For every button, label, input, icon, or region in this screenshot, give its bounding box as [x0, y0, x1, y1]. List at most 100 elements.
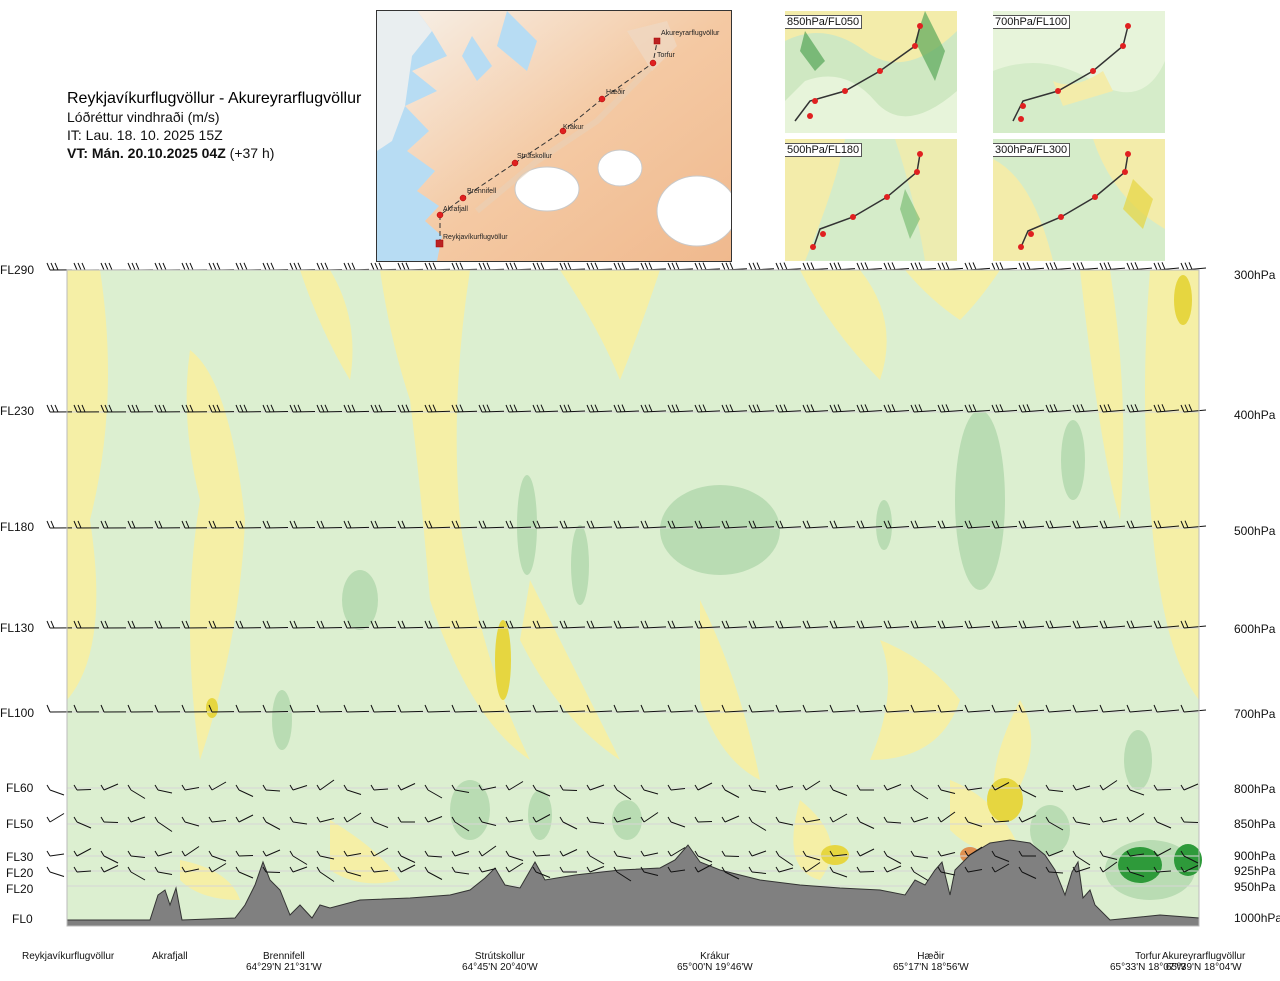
- wind-barb-segment: [1018, 262, 1023, 271]
- wind-barb-segment: [481, 821, 497, 826]
- wind-barb-segment: [212, 520, 217, 529]
- wind-barb-segment: [802, 620, 807, 629]
- wind-barb-segment: [208, 866, 213, 873]
- wind-barb-segment: [1184, 620, 1189, 628]
- wind-barb-segment: [1126, 520, 1131, 529]
- wind-barb-segment: [131, 520, 136, 529]
- wind-barb-segment: [347, 404, 352, 413]
- wind-barb-segment: [667, 620, 672, 629]
- wind-barb-segment: [1021, 709, 1045, 713]
- map-label-akureyri: Akureyrarflugvöllur: [661, 30, 720, 37]
- wind-barb-segment: [212, 262, 217, 271]
- wind-barb-segment: [77, 262, 82, 271]
- thumbnail-500hpa[interactable]: 500hPa/FL180: [785, 139, 957, 261]
- wind-barb-segment: [1130, 262, 1135, 270]
- wind-barb-segment: [130, 871, 146, 881]
- level-right-300: 300hPa: [1234, 268, 1276, 282]
- wind-barb-segment: [883, 850, 888, 857]
- wind-barb-segment: [46, 866, 51, 873]
- wind-barb-segment: [779, 404, 784, 412]
- wind-barb-segment: [455, 262, 460, 271]
- wind-barb-segment: [1099, 620, 1104, 629]
- route-map[interactable]: Akureyrarflugvöllur Torfur Hæðir Krákur …: [376, 10, 732, 262]
- thumbnail-700hpa[interactable]: 700hPa/FL100: [993, 11, 1165, 133]
- wind-barb-segment: [964, 816, 969, 823]
- wind-barb-segment: [1075, 821, 1091, 825]
- wind-barb-segment: [478, 520, 483, 529]
- wind-barb-segment: [1153, 404, 1158, 413]
- wind-barb-segment: [640, 404, 645, 413]
- wind-barb-segment: [370, 816, 375, 823]
- wind-barb-segment: [478, 404, 483, 413]
- wind-barb-segment: [559, 262, 564, 271]
- wind-barb-segment: [400, 855, 416, 863]
- wind-barb-segment: [1102, 709, 1126, 713]
- wind-barb-segment: [424, 816, 429, 823]
- wind-barb-segment: [535, 871, 551, 878]
- wind-barb-segment: [370, 620, 375, 629]
- wind-barb-segment: [559, 704, 564, 713]
- wind-barb-segment: [532, 850, 537, 857]
- wind-barb-segment: [694, 784, 699, 791]
- valid-time-offset: (+37 h): [229, 145, 275, 161]
- wind-barb-segment: [937, 850, 942, 857]
- wind-barb-segment: [1180, 404, 1185, 413]
- wind-barb-segment: [400, 864, 416, 873]
- wind-barb-segment: [157, 851, 173, 857]
- wind-barb-segment: [46, 520, 51, 529]
- wind-barb-segment: [883, 816, 888, 823]
- wind-barb-segment: [725, 620, 730, 628]
- wind-barb-segment: [751, 871, 767, 874]
- wind-barb-segment: [698, 404, 703, 412]
- wind-barb-segment: [721, 520, 726, 529]
- wind-barb-segment: [100, 850, 105, 857]
- wind-barb-segment: [643, 710, 667, 713]
- wind-barb-segment: [883, 620, 888, 629]
- wind-barb-segment: [343, 404, 348, 413]
- wind-barb-segment: [208, 850, 213, 857]
- thumbnail-850hpa[interactable]: 850hPa/FL050: [785, 11, 957, 133]
- wind-barb-segment: [806, 404, 811, 412]
- wind-barb-segment: [616, 871, 632, 882]
- wind-barb-segment: [535, 814, 551, 823]
- wind-barb-segment: [1180, 784, 1185, 791]
- wind-barb-segment: [1075, 867, 1091, 873]
- wind-barb-segment: [535, 789, 551, 797]
- wind-barb-segment: [887, 404, 892, 412]
- wind-barb-segment: [451, 850, 456, 857]
- wind-barb-segment: [778, 821, 794, 826]
- wind-barb-segment: [644, 404, 649, 413]
- map-label-akrafjall: Akrafjall: [443, 206, 468, 213]
- wind-barb-segment: [886, 784, 902, 791]
- wind-barb-segment: [536, 404, 541, 413]
- wind-barb-segment: [670, 821, 686, 828]
- wind-barb-segment: [910, 404, 915, 413]
- wind-barb-segment: [883, 784, 888, 791]
- wind-barb-segment: [1180, 520, 1185, 529]
- wind-barb-segment: [1107, 404, 1112, 412]
- wind-barb-segment: [995, 262, 1000, 270]
- wind-barb-segment: [860, 262, 865, 270]
- wind-barb-segment: [748, 262, 753, 271]
- wind-barb-segment: [991, 404, 996, 413]
- wind-barb-segment: [967, 821, 983, 827]
- wind-barb-segment: [779, 620, 784, 628]
- wind-barb-segment: [343, 520, 348, 529]
- wind-barb-segment: [54, 404, 59, 413]
- wind-barb-segment: [324, 404, 329, 413]
- wind-barb-segment: [671, 520, 676, 528]
- wind-barb-segment: [316, 850, 321, 857]
- wind-barb-segment: [343, 850, 348, 857]
- wind-barb-segment: [127, 784, 132, 791]
- level-right-700: 700hPa: [1234, 707, 1276, 721]
- wind-barb-segment: [401, 404, 406, 413]
- level-right-400: 400hPa: [1234, 408, 1276, 422]
- wind-barb-segment: [100, 816, 105, 823]
- wind-barb-segment: [427, 710, 451, 713]
- wind-barb-segment: [887, 620, 892, 628]
- wind-barb-segment: [937, 816, 942, 823]
- thumbnail-300hpa[interactable]: 300hPa/FL300: [993, 139, 1165, 261]
- wind-barb-segment: [1022, 520, 1027, 528]
- wind-barb-segment: [397, 262, 402, 271]
- wind-barb-segment: [994, 782, 1010, 791]
